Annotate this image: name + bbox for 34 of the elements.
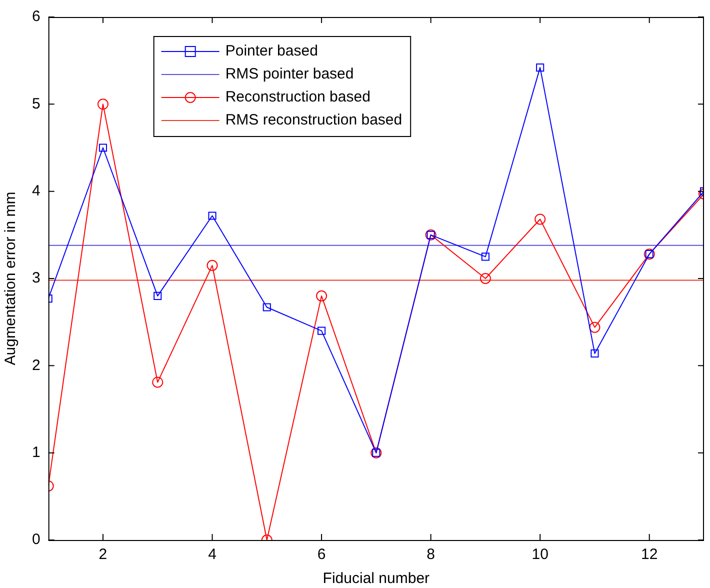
y-tick-label: 3	[32, 270, 40, 287]
legend-label: Reconstruction based	[225, 88, 370, 106]
legend-label: RMS pointer based	[225, 66, 354, 83]
x-tick-label: 2	[98, 546, 108, 564]
y-tick-label: 0	[32, 531, 40, 548]
x-tick-label: 8	[426, 546, 435, 564]
x-tick-label: 12	[641, 546, 658, 564]
x-tick-label: 10	[532, 546, 548, 564]
point	[316, 290, 328, 302]
point	[589, 322, 600, 333]
point	[590, 349, 599, 358]
point	[98, 144, 108, 152]
point	[318, 326, 326, 335]
y-tick-label: 1	[32, 444, 40, 461]
point	[97, 98, 108, 110]
point	[154, 292, 162, 300]
y-tick-label: 2	[32, 356, 40, 374]
y-tick-label: 6	[32, 8, 40, 26]
y-tick-label: 5	[32, 95, 40, 112]
legend-label: Pointer based	[225, 42, 318, 60]
point	[481, 252, 490, 261]
x-tick-label: 4	[208, 546, 216, 564]
point	[534, 214, 546, 225]
point	[262, 303, 271, 312]
x-tick-label: 6	[317, 546, 326, 564]
legend-label: RMS reconstruction based	[225, 112, 402, 129]
y-tick-label: 4	[32, 182, 40, 200]
x-axis-title: Fiducial number	[322, 570, 430, 588]
point	[206, 260, 218, 271]
y-axis-title: Augmentation error in mm	[2, 192, 20, 366]
point	[152, 376, 164, 388]
point	[536, 64, 544, 72]
point	[480, 273, 491, 284]
point	[208, 212, 216, 220]
